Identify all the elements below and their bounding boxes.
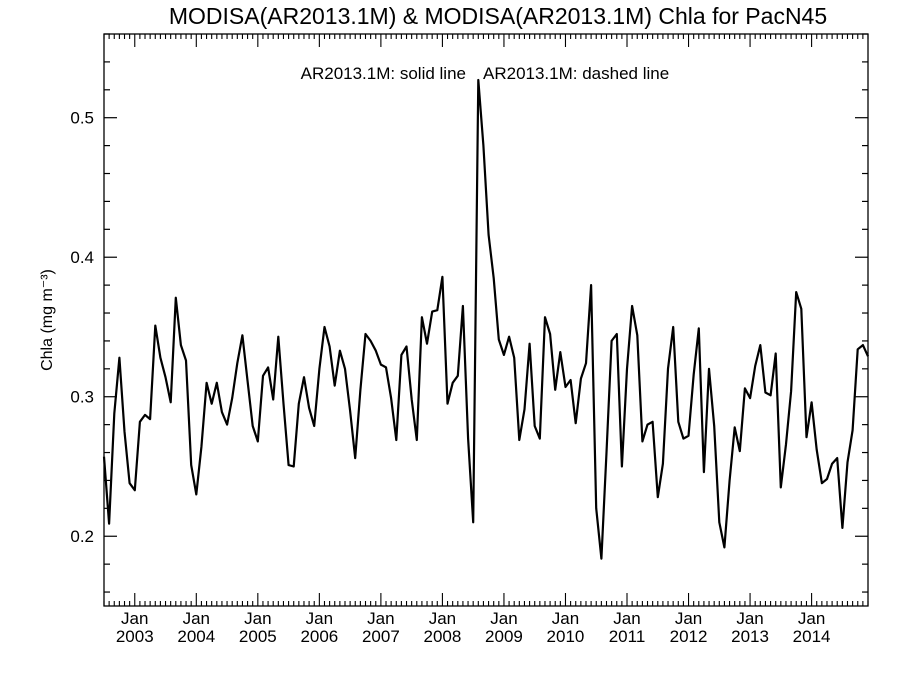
x-tick-month-label: Jan	[490, 609, 517, 628]
x-tick-month-label: Jan	[613, 609, 640, 628]
x-tick-month-label: Jan	[736, 609, 763, 628]
x-tick-year-label: 2009	[485, 627, 523, 646]
y-axis-label: Chla (mg m⁻³)	[39, 269, 56, 371]
chart-title: MODISA(AR2013.1M) & MODISA(AR2013.1M) Ch…	[169, 3, 827, 29]
x-tick-year-label: 2014	[793, 627, 831, 646]
x-tick-year-label: 2007	[362, 627, 400, 646]
legend-dashed-text: AR2013.1M: dashed line	[483, 64, 669, 83]
x-tick-year-label: 2013	[731, 627, 769, 646]
x-tick-year-label: 2004	[177, 627, 215, 646]
x-tick-year-label: 2005	[239, 627, 277, 646]
y-axis: 0.2 0.3 0.4 0.5	[70, 33, 868, 593]
x-tick-month-label: Jan	[675, 609, 702, 628]
y-tick-label: 0.4	[70, 248, 94, 267]
x-tick-year-label: 2010	[547, 627, 585, 646]
y-tick-label: 0.3	[70, 388, 94, 407]
x-tick-month-label: Jan	[183, 609, 210, 628]
x-tick-month-label: Jan	[798, 609, 825, 628]
x-tick-year-label: 2008	[424, 627, 462, 646]
x-tick-month-label: Jan	[429, 609, 456, 628]
x-tick-month-label: Jan	[121, 609, 148, 628]
x-axis: Jan2003Jan2004Jan2005Jan2006Jan2007Jan20…	[103, 34, 869, 646]
x-tick-year-label: 2012	[670, 627, 708, 646]
x-tick-year-label: 2003	[116, 627, 154, 646]
legend-solid-text: AR2013.1M: solid line	[301, 64, 466, 83]
x-tick-month-label: Jan	[552, 609, 579, 628]
x-tick-month-label: Jan	[306, 609, 333, 628]
plot-frame	[103, 33, 869, 607]
x-tick-month-label: Jan	[244, 609, 271, 628]
y-tick-label: 0.2	[70, 527, 94, 546]
x-tick-year-label: 2011	[609, 627, 646, 646]
series-layer	[102, 78, 870, 560]
y-tick-label: 0.5	[70, 109, 94, 128]
x-tick-month-label: Jan	[367, 609, 394, 628]
x-tick-year-label: 2006	[300, 627, 338, 646]
series-line	[102, 78, 870, 560]
